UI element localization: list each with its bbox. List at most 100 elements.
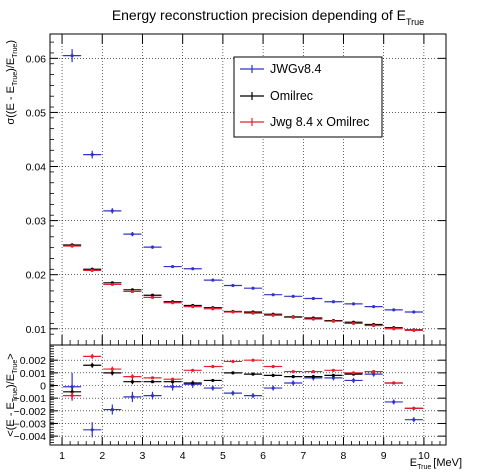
top-point-jwgv8-4-2 xyxy=(110,209,114,213)
bottom-point-omilrec-9 xyxy=(251,372,255,376)
bottom-x-axis: 1 2 3 4 5 6 7 8 9 10 xyxy=(59,437,441,462)
top-panel: 0.01 0.02 0.03 0.04 0.05 0.06 σ((E - ETrue)/E… xyxy=(5,33,447,346)
top-point-jwg-8-4-x-omilrec-11 xyxy=(291,315,295,320)
bottom-point-jwgv8-4-0 xyxy=(70,385,74,389)
top-y-axis: 0.01 0.02 0.03 0.04 0.05 0.06 xyxy=(26,41,446,346)
bottom-ytick-label-1: −0.003 xyxy=(14,418,47,430)
top-point-jwg-8-4-x-omilrec-15 xyxy=(372,323,376,328)
bottom-point-omilrec-5 xyxy=(171,380,175,384)
top-point-jwgv8-4-8 xyxy=(231,283,235,288)
top-point-jwgv8-4-7 xyxy=(211,278,215,282)
bottom-point-jwg-8-4-x-omilrec-2 xyxy=(110,367,114,371)
top-ytick-label-0: 0.01 xyxy=(26,324,47,336)
top-point-jwgv8-4-5 xyxy=(171,264,175,269)
bottom-point-jwg-8-4-x-omilrec-1 xyxy=(90,354,94,358)
bottom-point-jwg-8-4-x-omilrec-16 xyxy=(392,381,396,385)
bottom-point-jwgv8-4-13 xyxy=(331,376,336,380)
top-point-jwg-8-4-x-omilrec-13 xyxy=(331,319,336,323)
top-point-jwg-8-4-x-omilrec-6 xyxy=(191,304,195,309)
bottom-point-jwgv8-4-1 xyxy=(90,428,94,432)
legend-box xyxy=(233,56,383,138)
top-point-jwgv8-4-14 xyxy=(351,302,356,306)
bottom-point-jwg-8-4-x-omilrec-14 xyxy=(351,371,356,375)
bottom-point-jwgv8-4-14 xyxy=(351,378,356,383)
bottom-xtick-label-9: 10 xyxy=(418,450,430,462)
bottom-point-omilrec-11 xyxy=(291,375,295,379)
x-axis-label: ETrue [MeV] xyxy=(410,457,462,471)
top-ytick-label-3: 0.04 xyxy=(26,162,47,174)
top-point-jwg-8-4-x-omilrec-14 xyxy=(351,321,356,325)
bottom-point-omilrec-4 xyxy=(150,380,155,384)
top-point-jwgv8-4-1 xyxy=(90,153,94,157)
bottom-point-omilrec-6 xyxy=(191,381,195,385)
bottom-point-jwg-8-4-x-omilrec-9 xyxy=(251,358,255,362)
bottom-xtick-label-8: 9 xyxy=(381,450,387,462)
bottom-ytick-label-3: −0.001 xyxy=(14,393,47,405)
bottom-ytick-label-6: 0.002 xyxy=(20,355,46,367)
bottom-ytick-label-2: −0.002 xyxy=(14,406,47,418)
top-point-jwg-8-4-x-omilrec-7 xyxy=(211,307,215,311)
top-point-jwgv8-4-13 xyxy=(331,300,336,304)
top-point-jwgv8-4-4 xyxy=(150,245,155,249)
bottom-point-jwg-8-4-x-omilrec-12 xyxy=(311,369,315,374)
bottom-ytick-label-5: 0.001 xyxy=(20,368,46,380)
bottom-grid xyxy=(50,345,446,445)
bottom-point-jwg-8-4-x-omilrec-17 xyxy=(412,406,416,410)
bottom-point-omilrec-3 xyxy=(130,380,135,384)
bottom-point-jwg-8-4-x-omilrec-5 xyxy=(171,377,175,381)
legend-label-omilrec: Omilrec xyxy=(270,89,313,103)
bottom-point-omilrec-7 xyxy=(211,378,215,383)
bottom-point-jwg-8-4-x-omilrec-13 xyxy=(331,368,336,372)
bottom-xtick-label-5: 6 xyxy=(260,450,266,462)
top-ytick-label-2: 0.03 xyxy=(26,216,47,228)
bottom-series-omilrec xyxy=(63,362,423,410)
top-point-jwgv8-4-0 xyxy=(70,54,74,58)
bottom-point-omilrec-8 xyxy=(231,371,235,375)
bottom-point-jwg-8-4-x-omilrec-15 xyxy=(372,369,376,374)
bottom-xtick-label-7: 8 xyxy=(341,450,347,462)
bottom-ytick-label-4: 0 xyxy=(40,381,46,393)
bottom-point-jwgv8-4-4 xyxy=(150,394,155,398)
bottom-xtick-label-6: 7 xyxy=(300,450,306,462)
bottom-point-jwgv8-4-2 xyxy=(110,407,114,412)
legend-item-jwg-x-omilrec: Jwg 8.4 x Omilrec xyxy=(240,115,369,129)
legend-label-jwg-x-omilrec: Jwg 8.4 x Omilrec xyxy=(270,115,369,129)
bottom-point-jwgv8-4-9 xyxy=(251,394,255,398)
chart-title: Energy reconstruction precision dependin… xyxy=(112,7,424,27)
bottom-point-jwg-8-4-x-omilrec-6 xyxy=(191,368,195,372)
bottom-series-jwg-8-4-x-omilrec xyxy=(63,353,423,410)
legend-label-jwgv84: JWGv8.4 xyxy=(270,62,321,76)
bottom-point-jwgv8-4-8 xyxy=(231,391,235,395)
bottom-point-jwgv8-4-15 xyxy=(372,372,376,376)
bottom-point-omilrec-10 xyxy=(271,373,275,377)
top-point-jwg-8-4-x-omilrec-3 xyxy=(130,289,135,294)
top-x-ticks xyxy=(61,34,441,345)
chart-title-main: Energy reconstruction precision dependin… xyxy=(112,7,406,23)
bottom-point-jwgv8-4-3 xyxy=(130,395,135,399)
top-point-jwg-8-4-x-omilrec-2 xyxy=(110,282,114,287)
bottom-plot-frame xyxy=(49,344,447,446)
bottom-series-group xyxy=(63,353,423,438)
bottom-point-jwg-8-4-x-omilrec-7 xyxy=(211,364,215,369)
bottom-point-jwgv8-4-7 xyxy=(211,386,215,390)
bottom-point-jwgv8-4-5 xyxy=(171,385,175,389)
bottom-point-jwg-8-4-x-omilrec-0 xyxy=(70,394,74,398)
bottom-point-jwg-8-4-x-omilrec-11 xyxy=(291,369,295,374)
top-point-jwgv8-4-15 xyxy=(372,304,376,309)
top-point-jwg-8-4-x-omilrec-17 xyxy=(412,328,416,332)
chart-title-sub: True xyxy=(406,17,424,27)
top-point-jwgv8-4-12 xyxy=(311,296,315,301)
top-point-jwgv8-4-10 xyxy=(271,293,275,297)
bottom-xtick-label-0: 1 xyxy=(59,450,65,462)
bottom-xtick-label-2: 3 xyxy=(140,450,146,462)
bottom-xtick-label-4: 5 xyxy=(220,450,226,462)
top-y-axis-label: σ((E - ETrue)/ETrue) xyxy=(5,40,19,125)
top-point-jwg-8-4-x-omilrec-4 xyxy=(150,295,155,300)
top-point-jwg-8-4-x-omilrec-10 xyxy=(271,313,275,317)
top-point-jwg-8-4-x-omilrec-9 xyxy=(251,311,255,315)
top-ytick-label-1: 0.02 xyxy=(26,270,47,282)
top-point-jwgv8-4-16 xyxy=(392,308,396,312)
top-point-jwgv8-4-3 xyxy=(130,232,135,236)
